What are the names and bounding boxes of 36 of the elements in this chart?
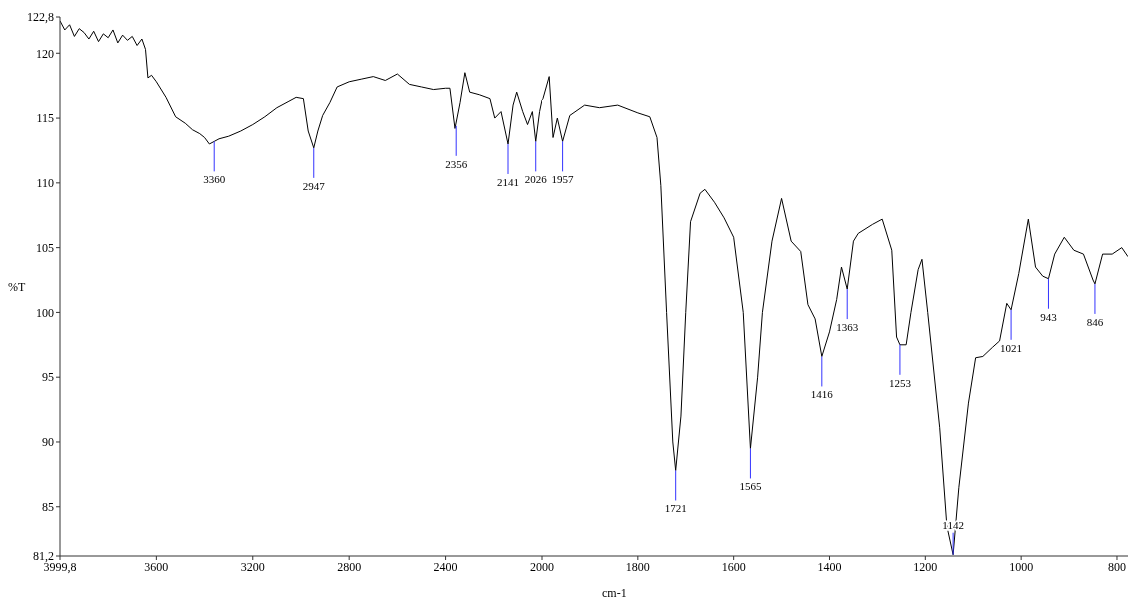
annotation: 2947 [302, 179, 326, 192]
annotation: 1416 [810, 388, 834, 401]
x-tick-label: 2000 [530, 559, 554, 574]
annotation: 3360 [203, 173, 226, 186]
annotation: 1363 [836, 321, 859, 334]
y-tick-label: 100 [36, 305, 54, 320]
annotation: 1565 [739, 480, 762, 493]
x-axis-title: cm-1 [602, 586, 627, 597]
x-tick-label: 1200 [913, 559, 938, 574]
y-tick-label: 110 [36, 176, 54, 191]
annotation: 2026 [524, 173, 548, 186]
x-tick-label: 3200 [240, 559, 265, 574]
x-tick-label: 1400 [817, 559, 842, 574]
y-tick-label: 85 [42, 500, 54, 515]
y-tick-label: 122,8 [27, 10, 54, 25]
x-tick-label: 3600 [144, 559, 169, 574]
annotation: 1021 [1000, 341, 1023, 354]
annotation: 1957 [551, 173, 575, 186]
annotation: 943 [1040, 310, 1058, 323]
annotation: 846 [1086, 315, 1104, 328]
x-tick-label: 1000 [1009, 559, 1034, 574]
y-tick-label: 90 [42, 435, 54, 450]
y-tick-label: 105 [36, 240, 54, 255]
x-tick-label: 800 [1107, 559, 1126, 574]
annotation: 2356 [445, 157, 468, 170]
x-tick-label: 2800 [337, 559, 362, 574]
y-tick-label: 95 [42, 370, 54, 385]
y-tick-label: 115 [36, 111, 54, 126]
y-axis-title: %T [8, 279, 26, 294]
x-tick-label: 1600 [721, 559, 746, 574]
annotation: 1253 [888, 376, 912, 389]
annotation: 1721 [664, 502, 687, 515]
x-tick-label: 1800 [625, 559, 650, 574]
y-tick-label: 120 [36, 46, 54, 61]
x-tick-label: 2400 [433, 559, 458, 574]
annotation: 2141 [497, 175, 520, 188]
